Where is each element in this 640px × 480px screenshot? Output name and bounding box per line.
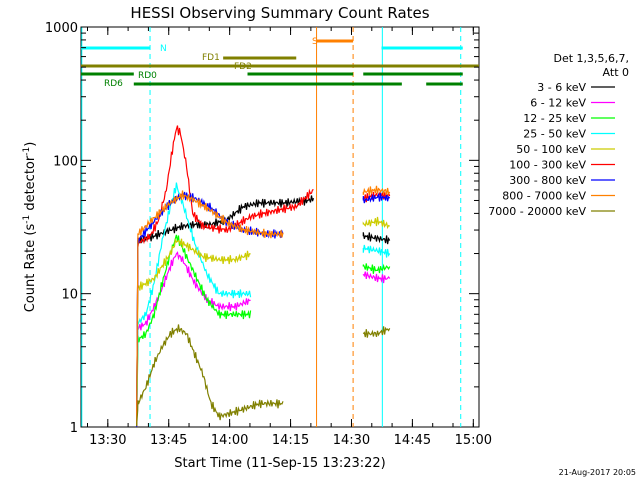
legend-header: Det 1,3,5,6,7, — [553, 52, 629, 65]
flag-bar-rd0-5-2 — [363, 72, 463, 76]
flag-bar-rd6-6-0 — [133, 82, 402, 86]
legend-entry-label-7: 800 - 7000 keV — [502, 190, 586, 203]
legend-entry-label-6: 300 - 800 keV — [509, 174, 586, 187]
plot-frame — [80, 26, 480, 428]
flag-bar-fd1-3-0 — [223, 56, 297, 60]
series-line-3 — [136, 182, 391, 424]
chart-title: HESSI Observing Summary Count Rates — [130, 4, 429, 22]
flag-label-rd0: RD0 — [138, 71, 157, 81]
flag-label-s: S — [312, 37, 318, 47]
x-tick-label-2: 14:00 — [211, 433, 248, 448]
legend-entry-label-5: 100 - 300 keV — [509, 159, 586, 172]
flag-bar-rd0-5-1 — [247, 72, 354, 76]
x-tick-label-1: 13:45 — [150, 433, 187, 448]
legend-entry-label-8: 7000 - 20000 keV — [488, 205, 586, 218]
x-tick-label-4: 14:30 — [333, 433, 370, 448]
series-line-8 — [136, 324, 391, 427]
flag-label-n: N — [160, 44, 167, 54]
y-axis: 1 10 100 1000 — [45, 21, 479, 436]
flag-label-fd2: FD2 — [234, 62, 252, 72]
flag-label-rd6: RD6 — [104, 79, 123, 89]
series-line-5 — [136, 125, 391, 428]
flag-bar-n-0-0 — [81, 46, 151, 50]
legend-subheader: Att 0 — [603, 66, 629, 79]
flag-bar-fd2-4-0 — [81, 64, 479, 68]
vertical-markers — [81, 27, 462, 427]
flag-bar-rd0-5-0 — [81, 72, 134, 76]
flag-bar-s-2-0 — [316, 39, 354, 43]
footer-date: 21-Aug-2017 20:05 — [559, 468, 636, 477]
legend-entry-label-3: 25 - 50 keV — [523, 128, 586, 141]
series-line-1 — [136, 251, 391, 428]
flag-bars: N S FD1 FD2 RD0 RD6 — [81, 37, 479, 89]
series-line-7 — [136, 185, 391, 426]
y-tick-label-0: 1 — [70, 421, 78, 436]
series-line-4 — [136, 216, 391, 427]
x-axis: 13:30 13:45 14:00 14:15 14:30 14:45 15:00 — [86, 27, 492, 448]
flag-label-fd1: FD1 — [202, 53, 220, 63]
x-axis-label: Start Time (11-Sep-15 13:23:22) — [174, 456, 385, 471]
legend: Det 1,3,5,6,7, Att 0 3 - 6 keV 6 - 12 keV… — [488, 52, 629, 218]
y-tick-label-2: 100 — [53, 154, 78, 169]
flag-bar-n-1-0 — [381, 46, 463, 50]
y-axis-label: Count Rate (s-1 detector-1) — [22, 142, 38, 313]
series-group — [136, 125, 391, 428]
x-tick-label-5: 14:45 — [394, 433, 431, 448]
x-tick-label-3: 14:15 — [272, 433, 309, 448]
legend-entry-label-0: 3 - 6 keV — [537, 81, 586, 94]
x-tick-label-6: 15:00 — [455, 433, 492, 448]
series-line-2 — [136, 234, 391, 428]
legend-entry-label-2: 12 - 25 keV — [523, 112, 586, 125]
x-tick-label-0: 13:30 — [89, 433, 126, 448]
legend-entry-label-1: 6 - 12 keV — [530, 97, 586, 110]
legend-entry-label-4: 50 - 100 keV — [516, 143, 586, 156]
y-tick-label-3: 1000 — [45, 21, 78, 36]
flag-bar-rd6-6-1 — [426, 82, 463, 86]
y-tick-label-1: 10 — [61, 288, 78, 303]
